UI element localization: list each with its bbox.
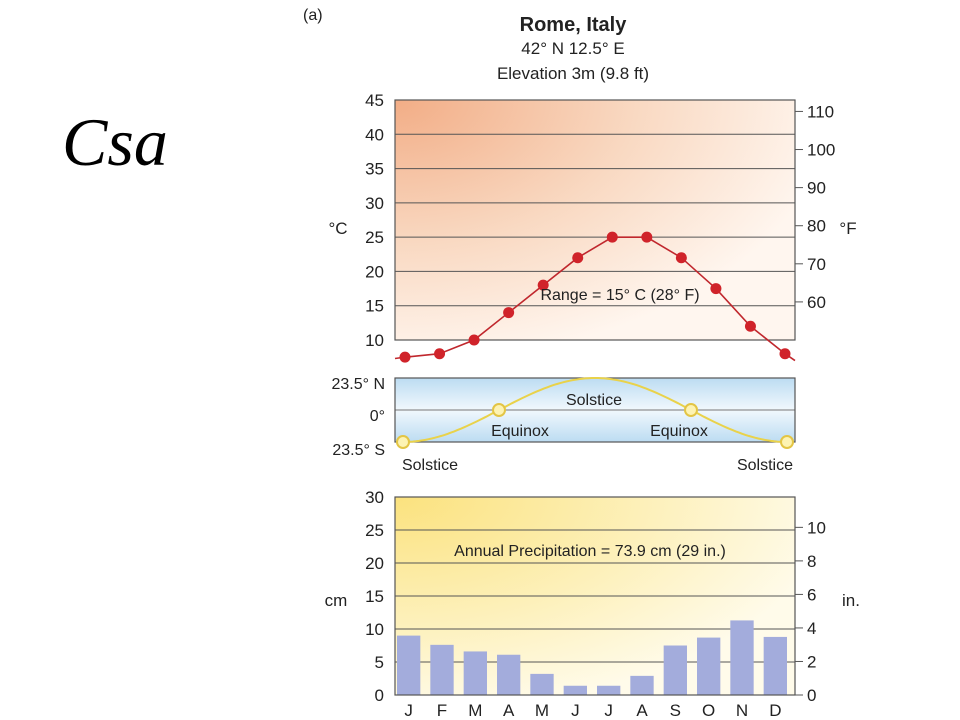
temperature-point [503,307,515,319]
city-title: Rome, Italy [520,14,628,36]
precipitation-inches-label: in. [842,591,860,610]
temperature-celsius-tick: 10 [365,331,384,350]
solar-label-south: 23.5° S [332,442,385,459]
month-label: J [571,701,580,720]
temperature-point [779,348,791,360]
equinox-label-september: Equinox [650,423,708,440]
temperature-celsius-tick: 30 [365,194,384,213]
precipitation-cm-tick: 0 [375,686,384,705]
month-label: F [437,701,447,720]
precipitation-inch-tick: 2 [807,652,816,671]
precipitation-inch-tick: 0 [807,686,816,705]
temperature-point [399,351,411,363]
precipitation-inch-tick: 6 [807,585,816,604]
precipitation-bar [763,636,787,695]
temperature-point [572,252,584,264]
temperature-fahrenheit-tick: 60 [807,293,826,312]
precipitation-bar [563,685,587,695]
temperature-fahrenheit-label: °F [839,219,856,238]
solar-declination-chart: 23.5° N 0° 23.5° S Solstice Equinox Sols… [331,376,796,474]
temperature-fahrenheit-tick: 110 [807,102,834,121]
panel-tag: (a) [303,7,323,24]
temperature-range-annotation: Range = 15° C (28° F) [540,287,699,304]
precipitation-bar [730,620,754,695]
month-label: M [535,701,549,720]
month-label: M [468,701,482,720]
solar-band-south [395,410,795,442]
precipitation-bar [497,654,521,695]
precipitation-bar [630,675,654,695]
temperature-point [744,320,756,332]
precipitation-inch-tick: 4 [807,619,816,638]
temperature-fahrenheit-tick: 80 [807,217,826,236]
solstice-label-winter-end: Solstice [737,457,793,474]
temperature-celsius-tick: 25 [365,228,384,247]
temperature-celsius-tick: 20 [365,262,384,281]
precipitation-bar [397,635,421,695]
temperature-fahrenheit-tick: 90 [807,179,826,198]
temperature-point [606,231,618,243]
precipitation-bar [463,651,487,695]
precipitation-cm-tick: 15 [365,587,384,606]
elevation: Elevation 3m (9.8 ft) [497,64,649,83]
solar-label-north: 23.5° N [331,376,385,393]
precipitation-inch-tick: 10 [807,518,826,537]
temperature-celsius-tick: 35 [365,160,384,179]
month-label: J [404,701,413,720]
solar-band-north [395,378,795,410]
month-label: N [736,701,748,720]
temperature-celsius-label: °C [328,219,347,238]
temperature-point [641,231,653,243]
precipitation-bar [663,645,687,695]
precipitation-cm-tick: 25 [365,521,384,540]
coordinates: 42° N 12.5° E [521,39,624,58]
precipitation-cm-tick: 5 [375,653,384,672]
temperature-point [710,283,722,295]
temperature-fahrenheit-tick: 70 [807,255,826,274]
month-label: D [769,701,781,720]
month-label: O [702,701,715,720]
precipitation-bar [430,644,454,695]
temperature-chart: 10 15 20 25 30 35 40 45 60 70 80 90 100 110 °C °F Ra… [328,91,857,363]
precipitation-chart: 0 5 10 15 20 25 30 0 2 4 6 8 10 cm in. Annual Preci… [325,488,860,720]
sun-marker [684,403,698,417]
precipitation-inch-tick: 8 [807,552,816,571]
month-label: S [670,701,681,720]
solar-label-equator: 0° [370,408,385,425]
temperature-point [468,334,480,346]
sun-declination-curve [403,377,787,443]
temperature-celsius-tick: 15 [365,297,384,316]
sun-marker [492,403,506,417]
temperature-point [675,252,687,264]
temperature-point [537,279,549,291]
temperature-point [434,348,446,360]
temperature-celsius-tick: 40 [365,125,384,144]
precipitation-cm-tick: 30 [365,488,384,507]
precipitation-cm-tick: 10 [365,620,384,639]
sun-marker [396,435,410,449]
precipitation-bar [530,673,554,695]
solstice-label-summer: Solstice [566,392,622,409]
month-label: J [604,701,613,720]
precipitation-cm-tick: 20 [365,554,384,573]
precipitation-annual-annotation: Annual Precipitation = 73.9 cm (29 in.) [454,543,726,560]
temperature-plot-area [395,100,795,340]
climate-code-label: Csa [62,104,168,180]
temperature-fahrenheit-tick: 100 [807,141,835,160]
month-label: A [503,701,515,720]
precipitation-bar [697,637,721,695]
temperature-series-line [394,236,796,362]
precipitation-bar [597,685,621,695]
month-label: A [636,701,648,720]
temperature-celsius-tick: 45 [365,91,384,110]
precipitation-cm-label: cm [325,591,348,610]
solstice-label-winter-start: Solstice [402,457,458,474]
equinox-label-march: Equinox [491,423,549,440]
precipitation-plot-border [394,496,796,696]
temperature-plot-border [394,99,796,341]
sun-marker [780,435,794,449]
